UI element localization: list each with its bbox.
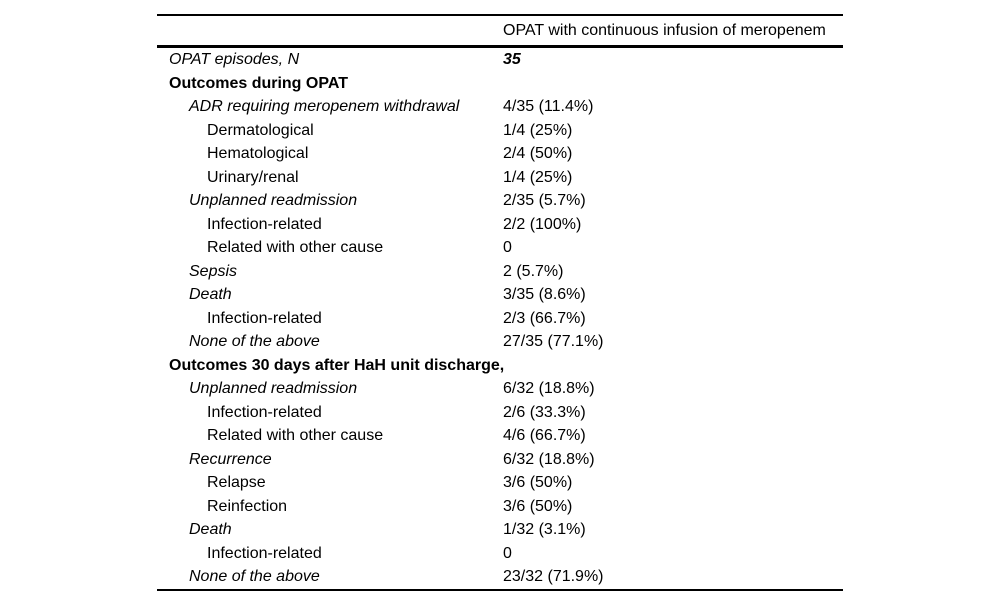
row-value: 3/35 (8.6%) [503,286,586,303]
table-row: None of the above 23/32 (71.9%) [157,565,843,589]
row-label: Infection-related [207,215,322,233]
row-value: 3/6 (50%) [503,474,573,491]
table-row: Infection-related 2/3 (66.7%) [157,307,843,331]
row-label: Infection-related [207,544,322,562]
row-label: Recurrence [189,450,272,468]
row-label: ADR requiring meropenem withdrawal [189,98,460,115]
table-row: Urinary/renal 1/4 (25%) [157,166,843,190]
table-row: OPAT episodes, N 35 [157,48,843,72]
row-label: Infection-related [207,403,322,421]
row-label: Unplanned readmission [189,380,358,397]
row-value: 1/4 (25%) [503,168,573,186]
row-value: 1/4 (25%) [503,121,573,139]
table-row: Sepsis 2 (5.7%) [157,260,843,284]
row-label: None of the above [189,568,320,585]
table-row: Unplanned readmission 6/32 (18.8%) [157,377,843,401]
column-header: OPAT with continuous infusion of meropen… [503,21,826,39]
row-label: Reinfection [207,497,288,515]
table-row: Recurrence 6/32 (18.8%) [157,448,843,472]
table-row: Outcomes during OPAT [157,72,843,96]
row-label: Hematological [207,145,309,162]
row-value: 23/32 (71.9%) [503,568,604,585]
row-value: 2/2 (100%) [503,215,582,233]
table-row: Related with other cause 0 [157,236,843,260]
table-row: Dermatological 1/4 (25%) [157,119,843,143]
table-row: ADR requiring meropenem withdrawal 4/35 … [157,95,843,119]
row-label: Outcomes during OPAT [169,74,348,92]
row-label: Unplanned readmission [189,192,358,209]
table-row: Infection-related 2/2 (100%) [157,213,843,237]
row-label: Death [189,286,232,303]
row-value: 2/4 (50%) [503,145,573,162]
outcomes-table: OPAT with continuous infusion of meropen… [157,14,843,591]
row-value: 27/35 (77.1%) [503,333,604,350]
table-row: Death 1/32 (3.1%) [157,518,843,542]
row-value: 0 [503,544,512,562]
row-value: 2/35 (5.7%) [503,192,586,209]
row-label: Urinary/renal [207,168,299,186]
row-value: 2 (5.7%) [503,262,564,280]
row-label: OPAT episodes, N [169,51,300,68]
row-label: Relapse [207,474,266,491]
row-value: 4/35 (11.4%) [503,98,594,115]
row-value: 4/6 (66.7%) [503,427,586,444]
table-row: Related with other cause 4/6 (66.7%) [157,424,843,448]
table-row: Relapse 3/6 (50%) [157,471,843,495]
table-row: Infection-related 0 [157,542,843,566]
table-row: Hematological 2/4 (50%) [157,142,843,166]
row-value: 1/32 (3.1%) [503,521,586,538]
table-header-row: OPAT with continuous infusion of meropen… [157,16,843,48]
row-value: 0 [503,239,512,256]
table-row: Death 3/35 (8.6%) [157,283,843,307]
table-row: Reinfection 3/6 (50%) [157,495,843,519]
row-label: Related with other cause [207,427,384,444]
row-label: Sepsis [189,262,238,280]
row-label: Related with other cause [207,239,384,256]
row-label: Outcomes 30 days after HaH unit discharg… [169,356,505,374]
row-value: 35 [503,51,521,68]
table-row: None of the above 27/35 (77.1%) [157,330,843,354]
row-label: Dermatological [207,121,314,139]
table-row: Unplanned readmission 2/35 (5.7%) [157,189,843,213]
table-row: Outcomes 30 days after HaH unit discharg… [157,354,843,378]
row-label: Death [189,521,232,538]
row-value: 6/32 (18.8%) [503,450,595,468]
row-label: None of the above [189,333,320,350]
row-value: 6/32 (18.8%) [503,380,595,397]
row-value: 3/6 (50%) [503,497,573,515]
row-value: 2/6 (33.3%) [503,403,586,421]
row-label: Infection-related [207,309,322,327]
row-value: 2/3 (66.7%) [503,309,586,327]
table-body: OPAT episodes, N 35 Outcomes during OPAT… [157,48,843,589]
table-row: Infection-related 2/6 (33.3%) [157,401,843,425]
